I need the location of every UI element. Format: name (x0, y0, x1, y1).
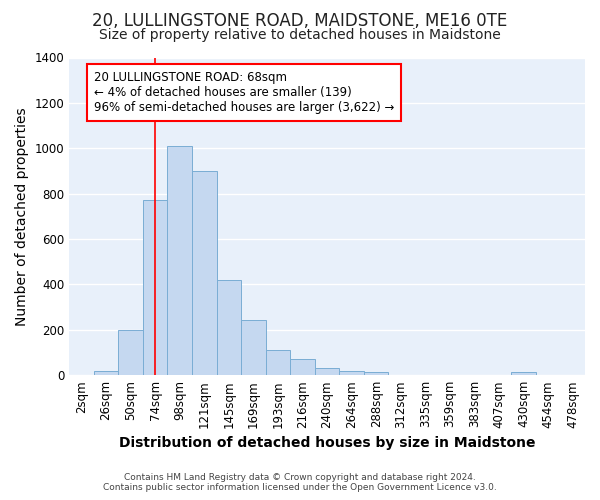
Y-axis label: Number of detached properties: Number of detached properties (15, 107, 29, 326)
Text: Contains HM Land Registry data © Crown copyright and database right 2024.
Contai: Contains HM Land Registry data © Crown c… (103, 473, 497, 492)
X-axis label: Distribution of detached houses by size in Maidstone: Distribution of detached houses by size … (119, 436, 535, 450)
Text: Size of property relative to detached houses in Maidstone: Size of property relative to detached ho… (99, 28, 501, 42)
Bar (315, 368, 340, 375)
Bar (266, 350, 290, 375)
Bar (167, 146, 192, 375)
Bar (94, 370, 118, 375)
Bar (241, 320, 266, 375)
Bar (217, 280, 241, 375)
Bar (364, 372, 388, 375)
Text: 20 LULLINGSTONE ROAD: 68sqm
← 4% of detached houses are smaller (139)
96% of sem: 20 LULLINGSTONE ROAD: 68sqm ← 4% of deta… (94, 71, 394, 114)
Bar (192, 171, 217, 375)
Text: 20, LULLINGSTONE ROAD, MAIDSTONE, ME16 0TE: 20, LULLINGSTONE ROAD, MAIDSTONE, ME16 0… (92, 12, 508, 30)
Bar (340, 370, 364, 375)
Bar (290, 360, 315, 375)
Bar (143, 200, 167, 375)
Bar (511, 372, 536, 375)
Bar (118, 330, 143, 375)
